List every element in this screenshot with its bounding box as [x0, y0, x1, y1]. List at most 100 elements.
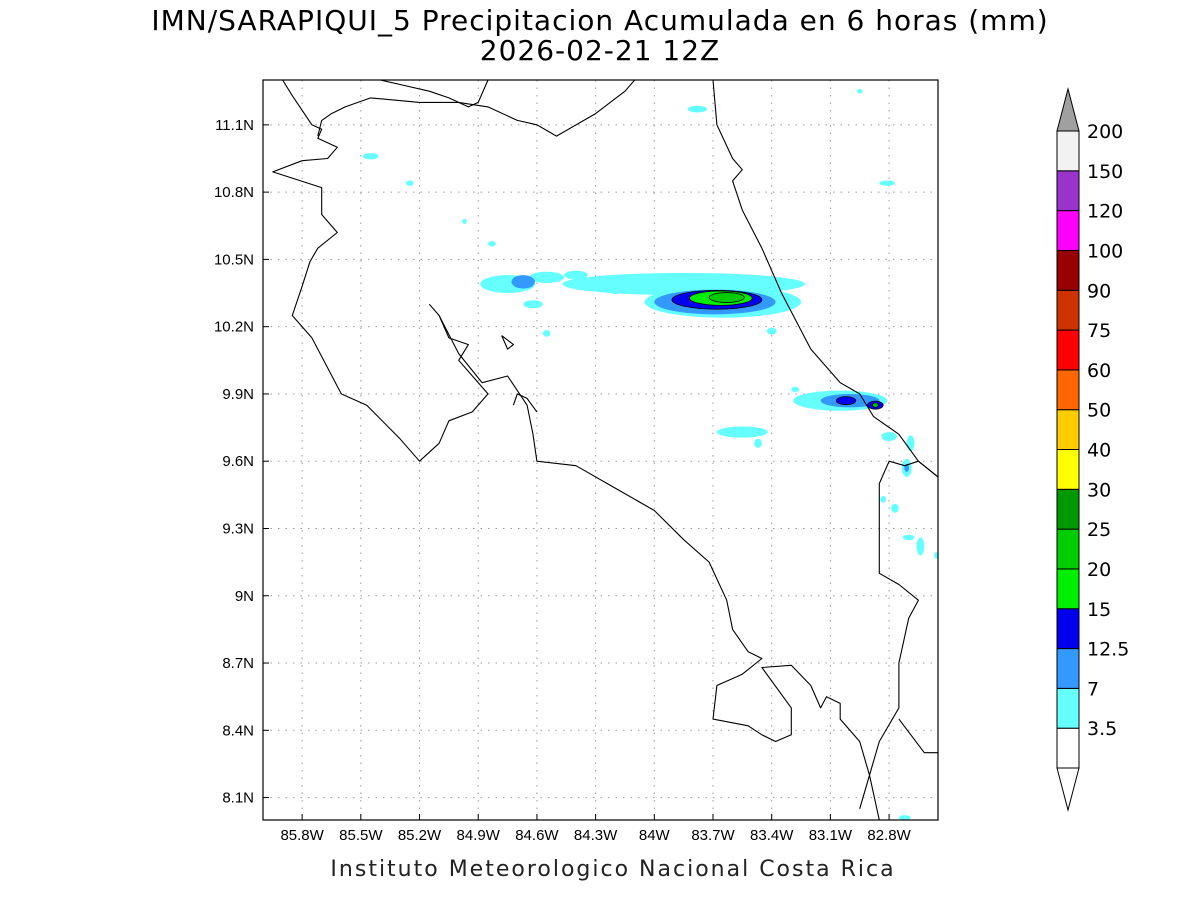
precip-contour-area	[488, 241, 496, 247]
precip-contour-area	[891, 503, 899, 513]
lat-tick-label: 10.8N	[214, 184, 254, 201]
precip-contour-area	[462, 218, 467, 224]
precip-contour-area	[405, 180, 414, 186]
map-panel: 85.8W 85.5W 85.2W 84.9W 84.6W 84.3W 84W 83.7W 83…	[214, 79, 939, 844]
colorbar-band-under	[1056, 727, 1080, 769]
lat-tick-label: 9.3N	[222, 520, 254, 537]
colorbar-under-arrow	[1056, 767, 1080, 812]
lat-tick-label: 8.7N	[222, 655, 254, 672]
lon-tick-label: 83.1W	[809, 827, 853, 844]
colorbar-band	[1056, 210, 1080, 251]
colorbar-level-label: 30	[1087, 479, 1111, 501]
precip-contour-area	[934, 552, 938, 559]
precip-contour-area	[916, 537, 925, 556]
colorbar-band	[1056, 608, 1080, 650]
colorbar-band	[1056, 289, 1080, 331]
colorbar-band	[1056, 369, 1080, 411]
colorbar-level-label: 20	[1087, 559, 1111, 581]
precip-contour-area	[511, 275, 535, 289]
precip-contour-area	[708, 292, 745, 303]
precip-contour-area	[881, 432, 897, 442]
colorbar-over-arrow	[1056, 87, 1080, 132]
colorbar-band	[1056, 488, 1080, 530]
map-gridlines	[263, 80, 938, 820]
precip-contour-area	[898, 815, 911, 820]
lat-tick-label: 9.6N	[222, 453, 254, 470]
lon-tick-label: 83.7W	[691, 827, 735, 844]
colorbar-level-label: 90	[1087, 280, 1111, 302]
precip-contour-area	[906, 435, 915, 452]
lat-tick-label: 8.4N	[222, 722, 254, 739]
lat-tick-label: 10.5N	[214, 251, 254, 268]
longitude-axis: 85.8W 85.5W 85.2W 84.9W 84.6W 84.3W 84W 83.7W 83…	[280, 814, 912, 844]
colorbar-level-label: 7	[1087, 678, 1099, 700]
lon-tick-label: 84.6W	[515, 827, 559, 844]
lat-tick-label: 10.2N	[214, 319, 254, 336]
precip-contour-area	[902, 534, 915, 541]
precip-contour-area	[362, 153, 379, 160]
colorbar-band	[1056, 449, 1080, 490]
footer-credit: Instituto Meteorologico Nacional Costa R…	[330, 857, 895, 882]
colorbar-level-label: 200	[1087, 121, 1123, 143]
map-frame	[262, 79, 939, 821]
colorbar-band	[1056, 528, 1080, 570]
colorbar-level-label: 150	[1087, 161, 1123, 183]
precip-contour-area	[754, 438, 762, 448]
map-title-line1: IMN/SARAPIQUI_5 Precipitacion Acumulada …	[151, 4, 1048, 37]
precip-contour-area	[872, 402, 879, 408]
lon-tick-label: 85.2W	[398, 827, 442, 844]
precip-contour-area	[609, 287, 622, 295]
colorbar-level-label: 15	[1087, 599, 1111, 621]
coastline	[512, 393, 538, 413]
colorbar-band	[1056, 409, 1080, 450]
lon-tick-label: 84W	[639, 827, 671, 844]
coastline	[898, 718, 938, 754]
coastline	[380, 80, 489, 108]
coastline	[438, 315, 880, 820]
lon-tick-label: 82.8W	[867, 827, 911, 844]
precip-contour-area	[523, 300, 543, 309]
coastline	[501, 335, 514, 350]
lat-tick-label: 9N	[235, 588, 254, 605]
map-title-line2: 2026-02-21 12Z	[480, 34, 720, 67]
coastline	[712, 80, 938, 478]
coastlines	[272, 80, 938, 820]
lon-tick-label: 83.4W	[750, 827, 794, 844]
colorbar-level-label: 60	[1087, 360, 1111, 382]
lat-tick-label: 11.1N	[215, 117, 254, 134]
lon-tick-label: 85.5W	[339, 827, 383, 844]
colorbar-band	[1056, 329, 1080, 371]
precip-contour-area	[542, 330, 551, 337]
colorbar-level-label: 50	[1087, 400, 1111, 422]
coastline	[272, 80, 489, 462]
precip-contour-area	[835, 396, 857, 406]
colorbar-level-label: 75	[1087, 320, 1111, 342]
lon-tick-label: 85.8W	[280, 827, 324, 844]
colorbar-level-label: 12.5	[1087, 639, 1129, 661]
precip-contour-area	[716, 426, 768, 438]
lat-tick-label: 8.1N	[222, 790, 254, 807]
colorbar-band	[1056, 648, 1080, 689]
coastline	[859, 460, 938, 809]
lat-tick-label: 9.9N	[222, 386, 254, 403]
map-background	[263, 80, 938, 820]
precip-contour-area	[529, 271, 565, 283]
colorbar-level-label: 25	[1087, 519, 1111, 541]
colorbar-band	[1056, 568, 1080, 610]
colorbar-band	[1056, 687, 1080, 729]
colorbar-level-label: 3.5	[1087, 718, 1117, 740]
precip-contour-area	[880, 495, 887, 503]
precipitation-field	[362, 88, 938, 820]
lon-tick-label: 84.3W	[574, 827, 618, 844]
precip-contour-area	[564, 270, 588, 280]
precip-contour-area	[879, 180, 895, 186]
colorbar-legend: 3.5 7 12.5 15 20 25 30 40 50 60 75 90 100 120 150 200	[1056, 87, 1129, 812]
precip-contour-area	[766, 327, 777, 335]
colorbar-band	[1056, 249, 1080, 291]
colorbar-level-label: 100	[1087, 240, 1123, 262]
lon-tick-label: 84.9W	[457, 827, 501, 844]
precip-contour-area	[687, 105, 708, 113]
colorbar-level-label: 40	[1087, 440, 1111, 462]
colorbar-level-label: 120	[1087, 201, 1123, 223]
